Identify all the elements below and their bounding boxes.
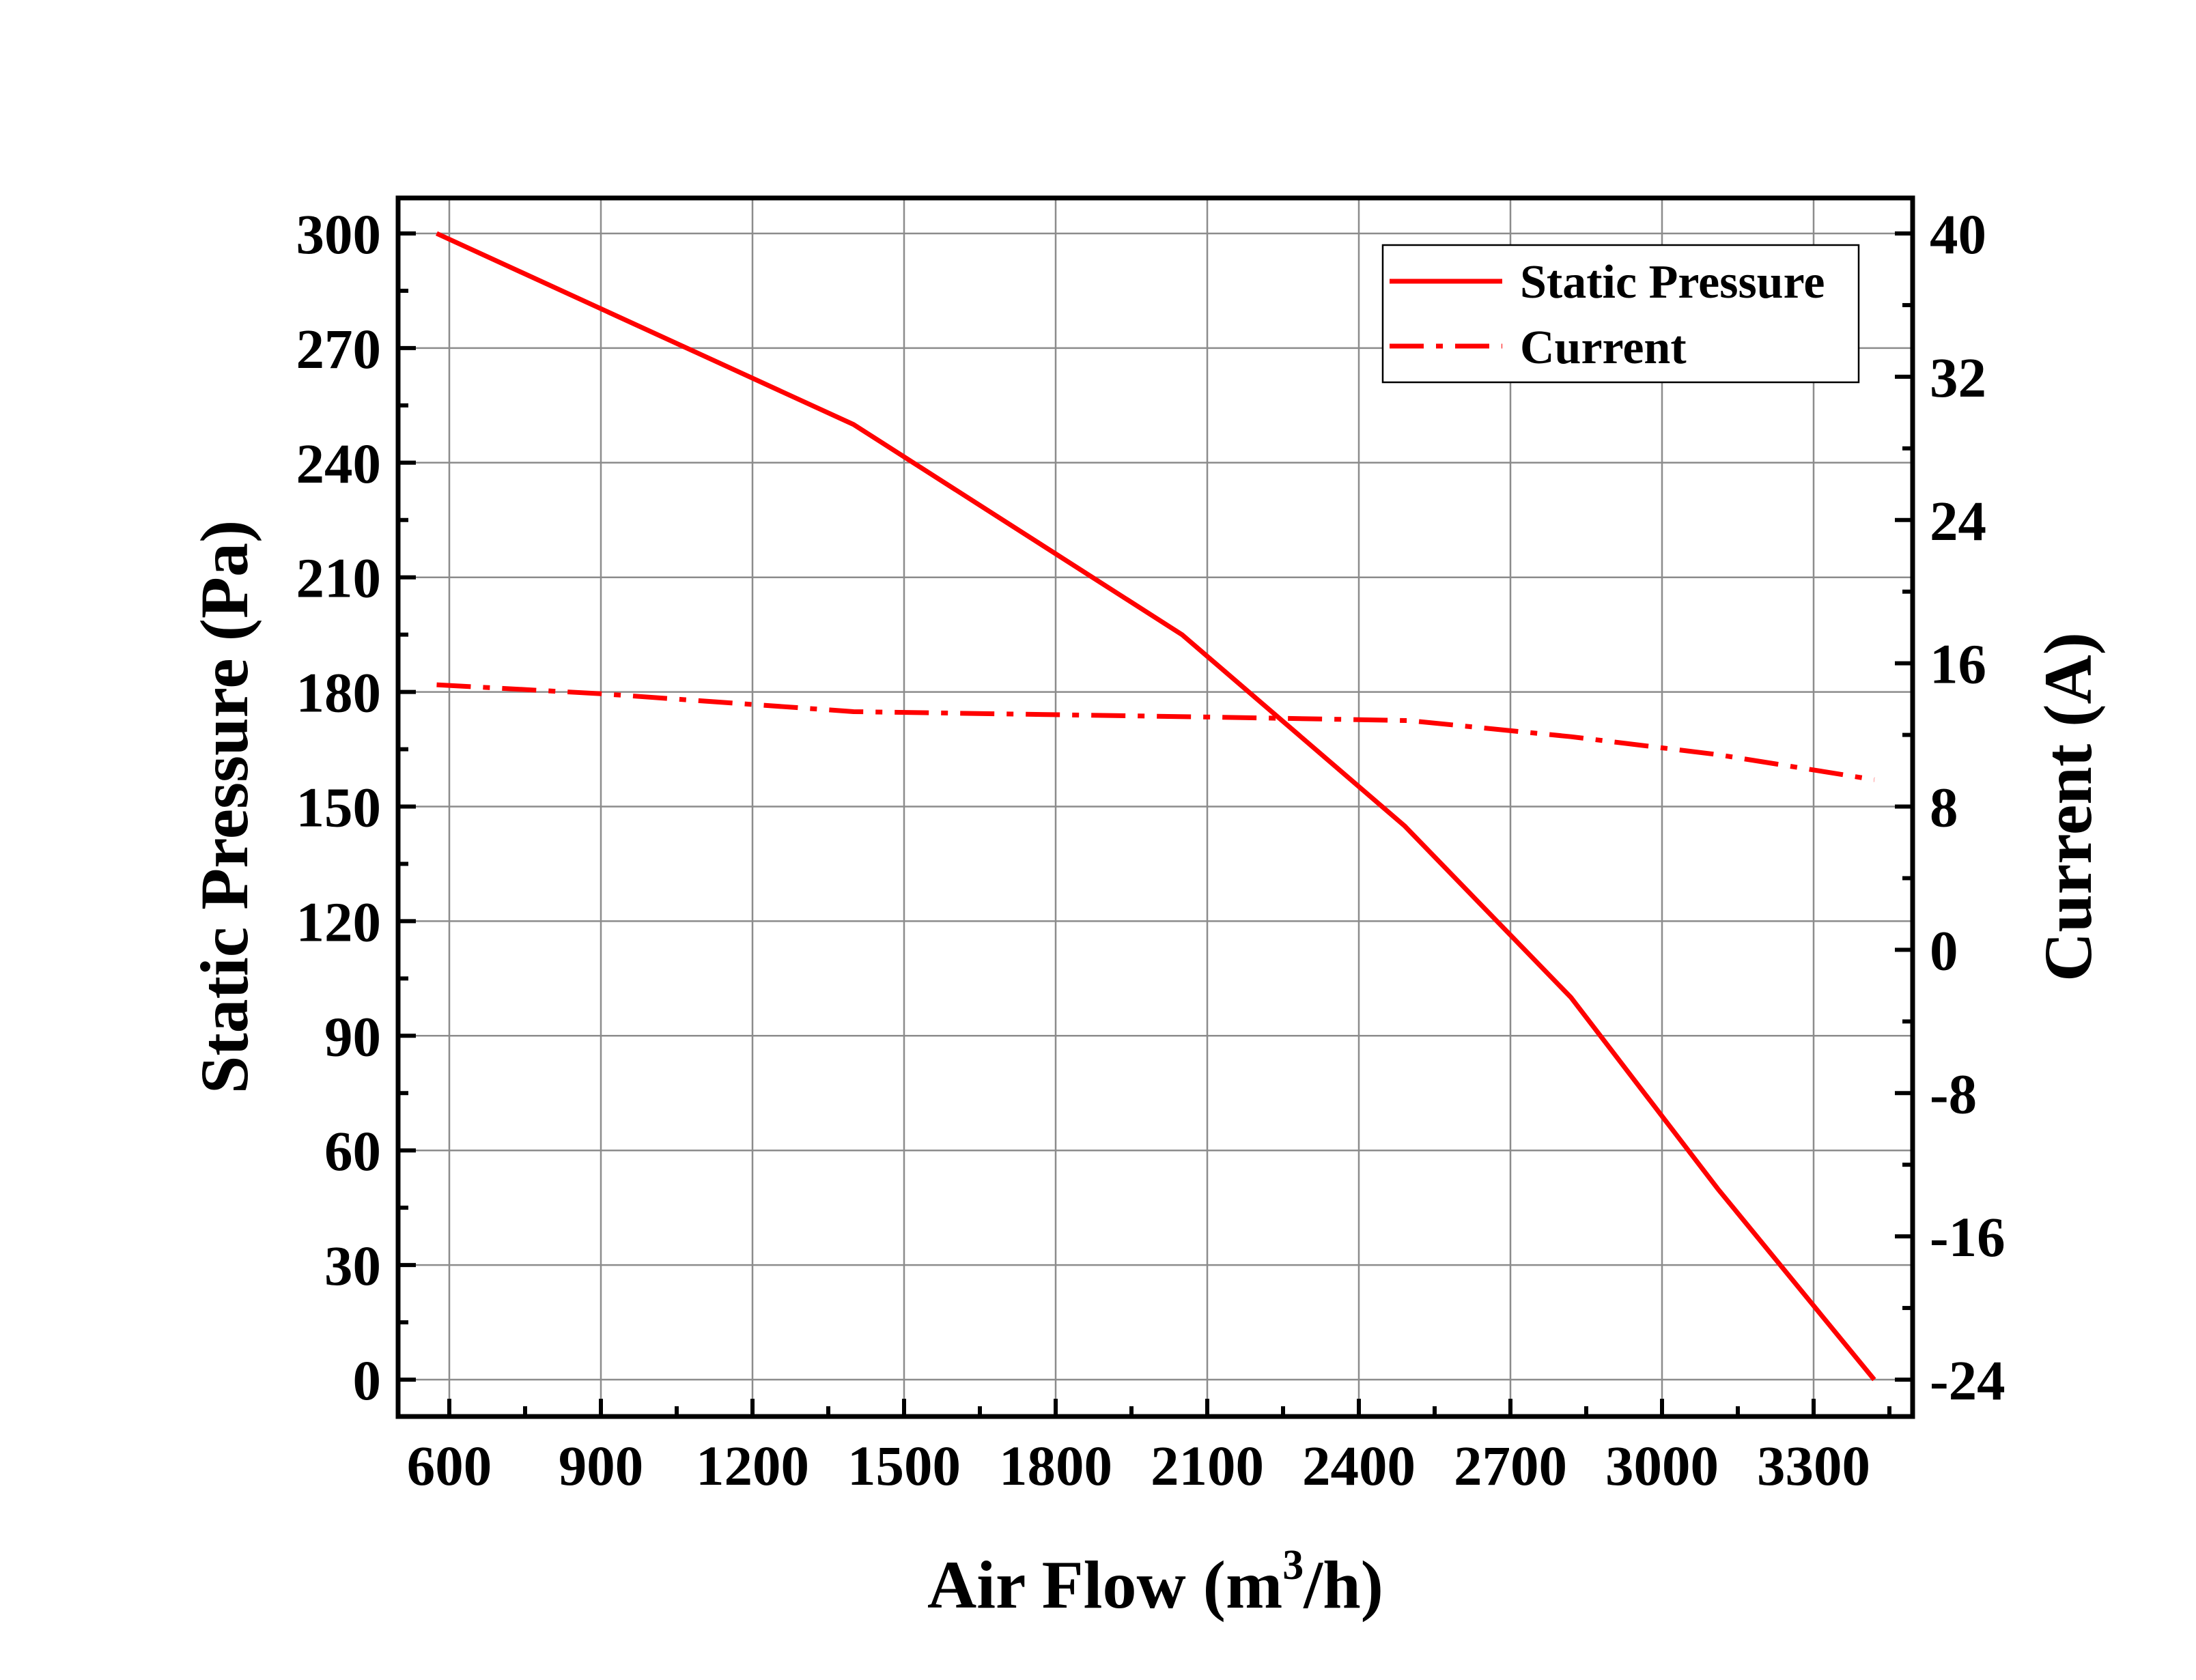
series-lines [436,231,1876,1382]
y-right-tick-label: 32 [1930,346,1986,409]
y-left-tick-label: 0 [353,1349,382,1412]
y-left-tick-label: 120 [296,890,382,953]
y-right-tick-label: -16 [1930,1206,2005,1268]
legend: Static Pressure Current [1381,244,1860,384]
y-left-tick-label: 30 [324,1234,381,1297]
y-left-tick-label: 270 [296,317,382,380]
tick-labels: 600 900 1200 1500 1800 2100 2400 2700 3000 330003… [296,203,2005,1497]
y-left-tick-label: 180 [296,661,382,724]
y-right-tick-label: -8 [1930,1062,1977,1125]
y-right-tick-label: -24 [1930,1349,2005,1412]
y-left-tick-label: 240 [296,432,382,495]
legend-label-current: Current [1520,322,1687,374]
x-tick-label: 1500 [847,1434,961,1497]
x-tick-label: 1200 [696,1434,809,1497]
legend-label-static-pressure: Static Pressure [1520,256,1825,309]
y-right-tick-label: 0 [1930,919,1958,982]
series-line-static-pressure [436,231,1876,1382]
y-left-tick-label: 210 [296,547,382,610]
x-tick-label: 600 [407,1434,492,1497]
x-tick-label: 3300 [1757,1434,1870,1497]
y-right-tick-label: 16 [1930,633,1986,696]
x-axis-title: Air Flow (m3/h) [927,1542,1383,1623]
ticks [398,231,1913,1416]
x-tick-label: 2100 [1151,1434,1264,1497]
y-right-tick-label: 40 [1930,203,1986,266]
x-tick-label: 900 [559,1434,644,1497]
y-axis-right-title: Current (A) [2030,632,2106,982]
x-tick-label: 3000 [1605,1434,1719,1497]
y-axis-left-title: Static Pressure (Pa) [186,520,262,1094]
x-tick-label: 2700 [1454,1434,1567,1497]
series-line-current [436,682,1875,782]
grid [398,198,1913,1416]
y-right-tick-label: 8 [1930,776,1958,839]
x-tick-label: 1800 [999,1434,1112,1497]
y-left-tick-label: 60 [324,1120,381,1182]
x-tick-label: 2400 [1302,1434,1416,1497]
y-left-tick-label: 150 [296,776,382,839]
y-left-tick-label: 90 [324,1005,381,1068]
y-left-tick-label: 300 [296,203,382,266]
legend-box [1381,244,1860,384]
y-right-tick-label: 24 [1930,489,1986,552]
